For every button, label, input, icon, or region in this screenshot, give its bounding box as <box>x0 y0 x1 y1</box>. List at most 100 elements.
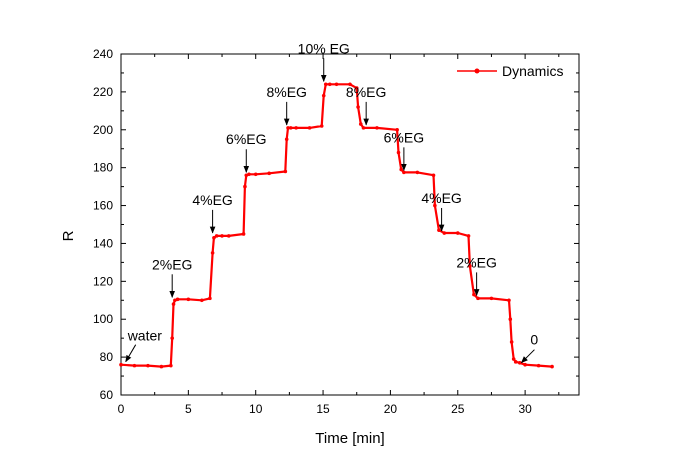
y-tick-label: 220 <box>93 85 113 99</box>
annotation-label: 4%EG <box>421 190 461 206</box>
data-point <box>399 167 403 172</box>
data-point <box>375 126 379 130</box>
x-tick-label: 20 <box>384 402 398 416</box>
data-point <box>431 173 436 178</box>
data-point <box>226 234 231 238</box>
data-point <box>283 169 288 174</box>
data-point <box>241 232 246 236</box>
data-point <box>319 124 324 128</box>
data-point <box>361 126 366 130</box>
plot-frame <box>120 53 580 396</box>
annotation-label: 2%EG <box>456 254 496 270</box>
data-point <box>175 297 180 302</box>
data-point <box>321 93 326 98</box>
data-point <box>132 363 137 368</box>
data-point <box>402 170 406 175</box>
data-point <box>327 82 332 87</box>
data-point <box>169 363 173 368</box>
series-line-dynamics <box>120 83 553 368</box>
annotation-label: 6%EG <box>384 129 424 145</box>
data-point <box>307 126 312 130</box>
y-tick-label: 140 <box>93 236 113 250</box>
data-point <box>200 298 204 303</box>
data-point <box>170 336 174 340</box>
y-tick-label: 180 <box>93 161 113 175</box>
x-tick-label: 25 <box>451 402 465 416</box>
annotation-label: 4%EG <box>192 192 232 208</box>
data-point <box>472 292 476 297</box>
annotation-label: water <box>127 328 163 344</box>
data-point <box>396 150 401 155</box>
data-point <box>267 171 271 176</box>
data-point <box>210 251 215 255</box>
data-point <box>214 234 219 238</box>
annotation-label: 0 <box>530 332 538 348</box>
data-point <box>511 357 516 361</box>
annotation-label: 6%EG <box>226 131 266 147</box>
annotation-label: 2%EG <box>152 256 192 272</box>
data-point <box>284 137 289 142</box>
data-point <box>395 127 399 132</box>
data-point <box>334 82 339 87</box>
y-tick-label: 100 <box>93 312 113 326</box>
data-point <box>523 362 527 367</box>
data-point <box>208 296 212 301</box>
data-point <box>253 172 258 177</box>
data-point <box>212 235 216 240</box>
data-point <box>466 234 471 238</box>
data-point <box>517 360 522 365</box>
data-point <box>513 360 518 364</box>
data-point <box>171 302 176 306</box>
x-tick-label: 10 <box>249 402 263 416</box>
data-point <box>433 203 437 208</box>
data-point <box>455 231 460 235</box>
data-point <box>220 234 224 238</box>
data-point <box>119 362 123 367</box>
y-tick-label: 200 <box>93 123 113 137</box>
y-tick-label: 60 <box>100 388 114 402</box>
annotation-arrow <box>520 349 535 364</box>
legend-label: Dynamics <box>502 63 563 79</box>
legend-marker <box>474 68 480 74</box>
data-point <box>247 172 251 177</box>
y-axis-label: R <box>60 230 77 241</box>
data-point <box>509 340 514 344</box>
y-tick-label: 160 <box>93 199 113 213</box>
annotation-label: 10% EG <box>298 40 350 56</box>
y-tick-label: 80 <box>100 350 114 364</box>
data-point <box>146 363 150 368</box>
x-tick-label: 0 <box>118 402 125 416</box>
annotation-label: 8%EG <box>346 84 386 100</box>
data-point <box>508 317 513 322</box>
data-point <box>550 364 554 369</box>
legend: Dynamics <box>457 63 563 79</box>
data-point <box>348 82 352 87</box>
data-point <box>476 296 480 301</box>
data-point <box>294 126 298 130</box>
x-axis-label: Time [min] <box>315 430 384 447</box>
data-point <box>186 297 191 302</box>
data-point <box>243 184 247 189</box>
x-tick-label: 30 <box>518 402 532 416</box>
data-point <box>442 231 447 235</box>
annotation-arrow <box>125 344 137 363</box>
data-point <box>489 296 494 301</box>
data-point <box>288 126 293 130</box>
data-point <box>286 126 290 130</box>
data-point <box>358 122 363 126</box>
data-point <box>356 105 360 109</box>
data-point <box>159 364 164 369</box>
data-point <box>507 298 511 303</box>
y-tick-label: 120 <box>93 274 113 288</box>
data-point <box>323 82 328 87</box>
data-point <box>354 86 359 90</box>
x-tick-label: 15 <box>316 402 330 416</box>
y-tick-label: 240 <box>93 47 113 61</box>
x-tick-label: 5 <box>185 402 192 416</box>
data-point <box>437 228 441 232</box>
data-point <box>468 264 472 268</box>
data-point <box>415 170 420 175</box>
data-point <box>536 363 541 368</box>
annotation-label: 8%EG <box>266 84 306 100</box>
